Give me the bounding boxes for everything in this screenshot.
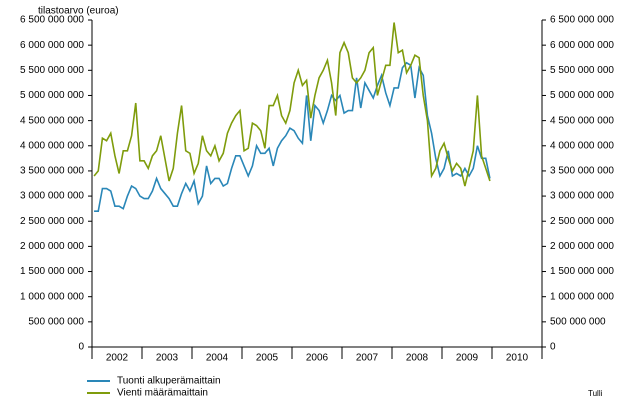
y-tick-label: 1 500 000 000	[20, 266, 84, 277]
y2-tick-label: 2 000 000 000	[550, 241, 614, 252]
y-tick-label: 500 000 000	[28, 316, 84, 327]
x-tick-label: 2007	[356, 353, 379, 364]
source: Tulli	[588, 389, 603, 398]
legend-label: Tuonti alkuperämaittain	[117, 376, 221, 387]
y2-tick-label: 2 500 000 000	[550, 216, 614, 227]
x-tick-label: 2004	[206, 353, 229, 364]
y2-tick-label: 1 000 000 000	[550, 291, 614, 302]
y-tick-label: 2 500 000 000	[20, 216, 84, 227]
y-tick-label: 0	[78, 342, 84, 353]
y2-tick-label: 3 000 000 000	[550, 191, 614, 202]
x-tick-label: 2005	[256, 353, 279, 364]
legend-label: Vienti määrämaittain	[117, 388, 208, 399]
y2-tick-label: 3 500 000 000	[550, 166, 614, 177]
y-tick-label: 6 000 000 000	[20, 40, 84, 51]
x-tick-label: 2008	[406, 353, 429, 364]
y-tick-label: 5 500 000 000	[20, 65, 84, 76]
y-tick-label: 1 000 000 000	[20, 291, 84, 302]
y-tick-label: 3 500 000 000	[20, 166, 84, 177]
y2-tick-label: 1 500 000 000	[550, 266, 614, 277]
y-tick-label: 6 500 000 000	[20, 15, 84, 26]
y-tick-label: 4 000 000 000	[20, 140, 84, 151]
y-tick-label: 4 500 000 000	[20, 115, 84, 126]
x-tick-label: 2006	[306, 353, 329, 364]
y-tick-label: 5 000 000 000	[20, 90, 84, 101]
y-tick-label: 3 000 000 000	[20, 191, 84, 202]
y2-tick-label: 6 000 000 000	[550, 40, 614, 51]
series-line	[94, 61, 491, 212]
x-tick-label: 2010	[506, 353, 529, 364]
y2-tick-label: 500 000 000	[550, 316, 606, 327]
y2-tick-label: 4 000 000 000	[550, 140, 614, 151]
x-tick-label: 2002	[106, 353, 129, 364]
x-tick-label: 2009	[456, 353, 479, 364]
y2-tick-label: 5 500 000 000	[550, 65, 614, 76]
y2-tick-label: 6 500 000 000	[550, 15, 614, 26]
x-tick-label: 2003	[156, 353, 179, 364]
series-line	[93, 22, 491, 187]
y-tick-label: 2 000 000 000	[20, 241, 84, 252]
y2-tick-label: 4 500 000 000	[550, 115, 614, 126]
y-axis-label: tilastoarvo (euroa)	[38, 6, 119, 17]
y2-tick-label: 0	[550, 342, 556, 353]
y2-tick-label: 5 000 000 000	[550, 90, 614, 101]
